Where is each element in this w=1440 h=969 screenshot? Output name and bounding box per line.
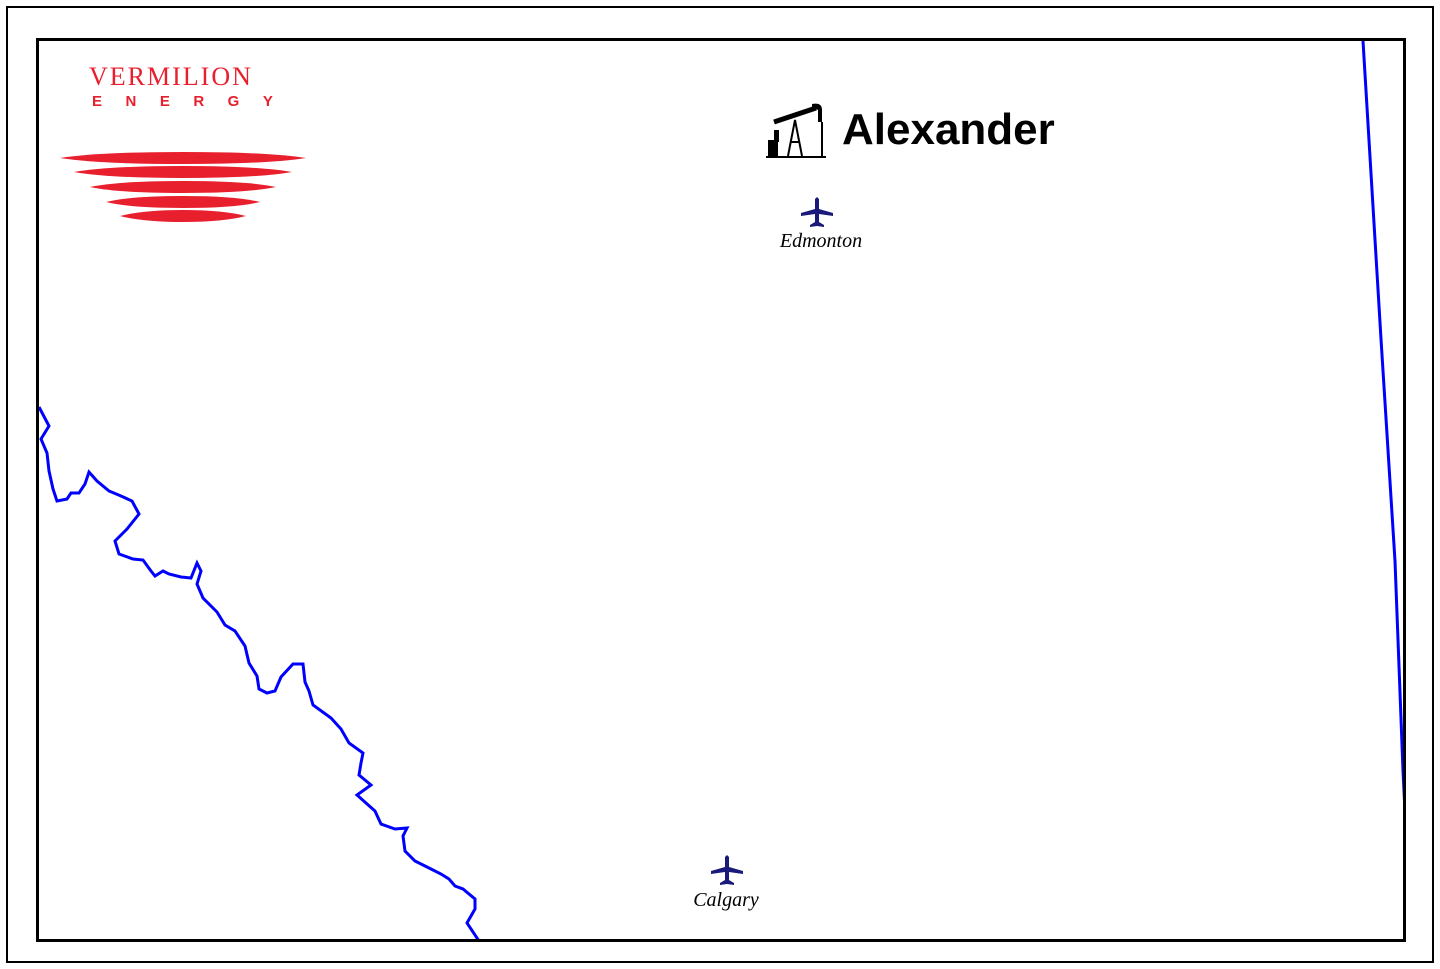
field-title: Alexander — [842, 105, 1055, 154]
outer-frame — [6, 6, 1434, 963]
map-canvas — [39, 41, 1403, 939]
alberta-saskatchewan-boundary — [1361, 41, 1403, 802]
city-label-edmonton: Edmonton — [779, 230, 863, 252]
airplane-icon — [711, 855, 743, 885]
logo-subline: ENERGY — [92, 93, 297, 110]
pumpjack-icon — [766, 103, 826, 158]
city-label-calgary: Calgary — [693, 889, 759, 911]
logo-stripes-icon — [60, 152, 306, 222]
logo-wordmark: VERMILION — [89, 62, 253, 91]
airplane-icon — [801, 197, 833, 227]
bc-alberta-boundary — [39, 406, 480, 939]
